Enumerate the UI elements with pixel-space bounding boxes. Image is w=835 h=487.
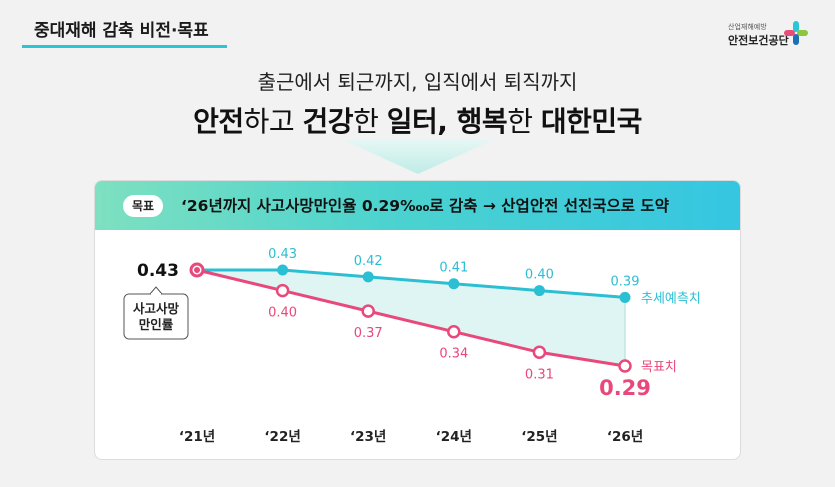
ylabel-text: 사고사망 — [133, 301, 180, 316]
trend-value-label: 0.39 — [611, 274, 640, 289]
x-tick-label: ‘24년 — [436, 429, 472, 445]
goal-tag: 목표 — [123, 195, 164, 217]
target-point — [275, 283, 290, 298]
target-point — [447, 324, 461, 339]
headline-part: 일터, 행복 — [386, 105, 508, 138]
target-point — [532, 345, 547, 360]
headline-part: 하고 — [243, 105, 303, 138]
header-underline — [22, 45, 227, 48]
trend-value-label: 0.43 — [268, 247, 297, 262]
target-legend: 목표치 — [641, 360, 677, 375]
gap-area — [197, 270, 625, 366]
vision-subtitle: 출근에서 퇴근까지, 입직에서 퇴직까지 — [257, 70, 578, 94]
trend-value-label: 0.42 — [354, 254, 383, 269]
logo-text: 안전보건공단 — [728, 34, 789, 47]
target-value-label: 0.37 — [354, 326, 383, 341]
x-tick-label: ‘21년 — [179, 429, 215, 445]
headline-part: 건강 — [302, 105, 354, 138]
goal-banner: 목표 ‘26년까지 사고사망만인율 0.29‱로 감축 → 산업안전 선진국으로… — [95, 181, 740, 230]
vision-headline: 안전하고 건강한 일터, 행복한 대한민국 — [0, 100, 835, 140]
logo-subtext: 산업재해예방 — [728, 23, 767, 31]
target-point — [618, 359, 632, 373]
target-point — [361, 304, 375, 318]
header-title: 중대재해 감축 비전·목표 — [34, 21, 209, 41]
target-value-label: 0.34 — [439, 347, 468, 362]
trend-value-label: 0.41 — [439, 261, 468, 276]
trend-point — [448, 278, 460, 290]
goal-text: ‘26년까지 사고사망만인율 0.29‱로 감축 → 산업안전 선진국으로 도약 — [181, 197, 669, 215]
target-line — [196, 268, 626, 368]
trend-legend: 추세예측치 — [641, 291, 701, 306]
headline-part: 한 — [507, 105, 541, 138]
target-value-label: 0.40 — [268, 306, 297, 321]
ylabel-pointer — [148, 286, 164, 295]
start-point-core — [194, 267, 200, 273]
x-tick-label: ‘23년 — [350, 429, 386, 445]
x-tick-label: ‘22년 — [264, 429, 300, 445]
trend-point — [619, 291, 631, 303]
arrow-down-icon — [343, 140, 493, 174]
trend-line — [197, 268, 626, 299]
trend-point — [277, 264, 289, 276]
headline-part: 대한민국 — [540, 105, 643, 138]
trend-point — [362, 271, 374, 283]
x-tick-label: ‘25년 — [521, 429, 557, 445]
trend-value-label: 0.40 — [525, 268, 554, 283]
ylabel-text: 만인률 — [139, 317, 174, 332]
headline-part: 한 — [353, 105, 387, 138]
trend-point — [533, 285, 545, 297]
headline-part: 안전 — [193, 105, 244, 138]
start-value-label: 0.43 — [137, 261, 179, 281]
target-value-label: 0.31 — [525, 367, 554, 382]
x-tick-label: ‘26년 — [607, 429, 643, 445]
logo-cross-icon — [784, 21, 808, 45]
final-target-value: 0.29 — [599, 376, 651, 400]
